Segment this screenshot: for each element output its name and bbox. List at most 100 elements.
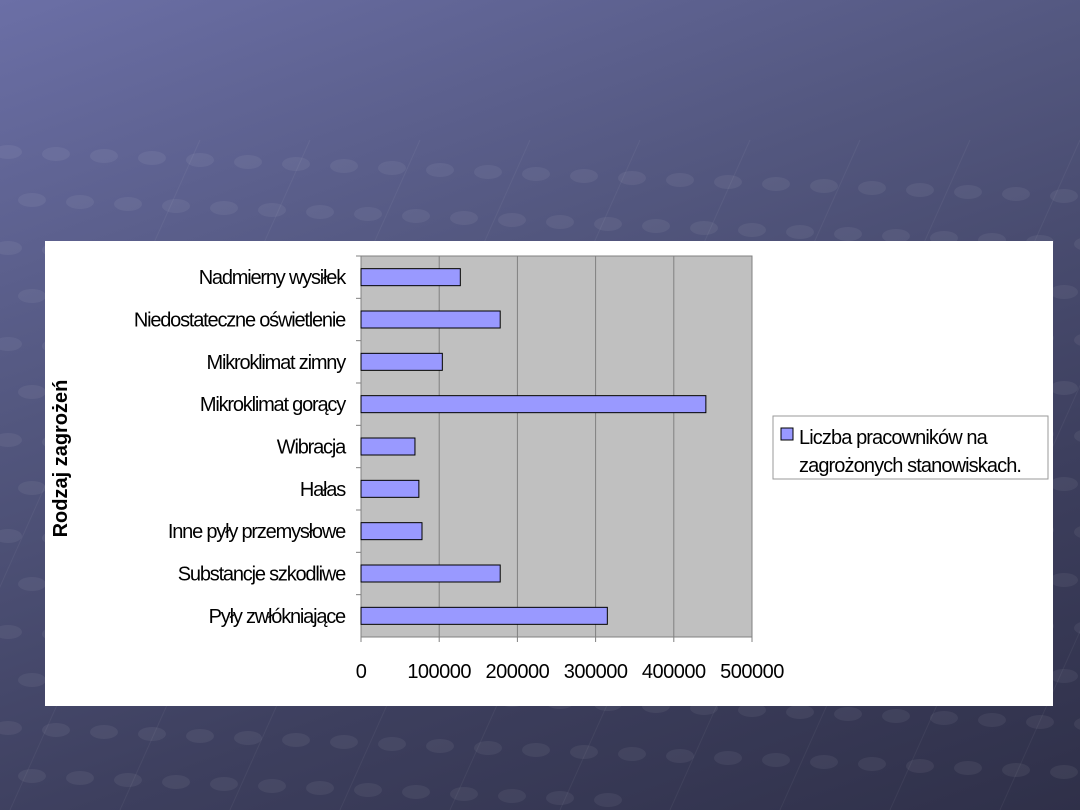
background-dot — [858, 757, 886, 771]
background-dot — [258, 779, 286, 793]
background-dot — [162, 199, 190, 213]
background-dot — [522, 167, 550, 181]
background-dot — [1002, 187, 1030, 201]
x-tick-labels: 0 100000 200000 300000 400000 500000 — [356, 661, 785, 683]
background-dot — [378, 737, 406, 751]
bar — [360, 522, 423, 541]
bar-chart: Nadmierny wysiłek Niedostateczne oświetle… — [50, 255, 1049, 683]
background-dot — [18, 769, 46, 783]
background-dot — [1002, 763, 1030, 777]
background-dot — [282, 157, 310, 171]
background-dot — [570, 169, 598, 183]
background-dot — [306, 205, 334, 219]
category-label: Mikroklimat gorący — [200, 394, 346, 416]
background-dot — [1050, 765, 1078, 779]
background-dot — [1050, 573, 1078, 587]
background-dot — [882, 229, 910, 243]
background-dot — [138, 151, 166, 165]
bar — [360, 437, 416, 456]
background-dot — [618, 171, 646, 185]
background-dot — [42, 723, 70, 737]
x-tick-label: 100000 — [407, 661, 471, 683]
y-axis-title: Rodzaj zagrożeń — [50, 380, 72, 538]
background-dot — [0, 433, 22, 447]
background-dot — [738, 223, 766, 237]
background-dot — [18, 385, 46, 399]
background-dot — [450, 787, 478, 801]
background-dot — [330, 735, 358, 749]
background-dot — [18, 673, 46, 687]
background-dot — [1074, 238, 1080, 250]
background-dot — [498, 789, 526, 803]
bar — [360, 479, 420, 498]
category-label: Hałas — [300, 479, 346, 501]
background-dot — [18, 481, 46, 495]
background-dot — [618, 747, 646, 761]
background-dot — [1050, 477, 1078, 491]
background-dot — [258, 203, 286, 217]
bar — [360, 310, 501, 329]
bar — [360, 564, 501, 583]
background-dot — [954, 761, 982, 775]
background-dot — [642, 219, 670, 233]
background-dot — [786, 705, 814, 719]
background-dot — [810, 755, 838, 769]
background-dot — [42, 147, 70, 161]
background-dot — [978, 713, 1006, 727]
background-dot — [498, 213, 526, 227]
category-label: Nadmierny wysiłek — [199, 267, 348, 289]
background-dot — [0, 337, 22, 351]
background-dot — [1050, 381, 1078, 395]
background-dot — [354, 783, 382, 797]
background-dot — [306, 781, 334, 795]
legend-swatch — [780, 427, 794, 441]
x-tick-label: 400000 — [642, 661, 706, 683]
background-dot — [594, 793, 622, 807]
bar — [360, 268, 461, 287]
background-dot — [234, 155, 262, 169]
bar — [360, 606, 608, 625]
background-dot — [162, 775, 190, 789]
background-dot — [570, 745, 598, 759]
background-dot — [66, 771, 94, 785]
background-dot — [762, 753, 790, 767]
category-label: Inne pyły przemysłowe — [168, 521, 346, 543]
background-dot — [1074, 430, 1080, 442]
x-tick-label: 0 — [356, 661, 367, 683]
background-dot — [18, 289, 46, 303]
background-dot — [1050, 189, 1078, 203]
background-dot — [762, 177, 790, 191]
category-label: Wibracja — [277, 437, 347, 459]
background-dot — [0, 241, 22, 255]
background-dot — [786, 225, 814, 239]
background-dot — [90, 725, 118, 739]
background-dot — [186, 729, 214, 743]
background-dot — [18, 577, 46, 591]
background-dot — [138, 727, 166, 741]
background-dot — [714, 175, 742, 189]
category-labels: Nadmierny wysiłek Niedostateczne oświetle… — [134, 267, 349, 628]
background-dot — [546, 215, 574, 229]
background-dot — [522, 743, 550, 757]
background-dot — [1026, 715, 1054, 729]
background-dot — [114, 197, 142, 211]
background-dot — [1074, 334, 1080, 346]
category-label: Substancje szkodliwe — [178, 564, 346, 586]
background-dot — [594, 217, 622, 231]
background-dot — [330, 159, 358, 173]
background-dot — [906, 183, 934, 197]
legend: Liczba pracowników na zagrożonych stanow… — [772, 415, 1049, 480]
background-dot — [834, 227, 862, 241]
background-dot — [0, 625, 22, 639]
background-dot — [690, 221, 718, 235]
bar — [360, 395, 707, 414]
category-label: Niedostateczne oświetlenie — [134, 310, 346, 332]
background-dot — [186, 153, 214, 167]
background-dot — [114, 773, 142, 787]
category-label: Mikroklimat zimny — [207, 352, 347, 374]
bars — [356, 255, 707, 625]
x-tick-label: 500000 — [720, 661, 784, 683]
background-dot — [0, 721, 22, 735]
background-dot — [906, 759, 934, 773]
background-dot — [282, 733, 310, 747]
